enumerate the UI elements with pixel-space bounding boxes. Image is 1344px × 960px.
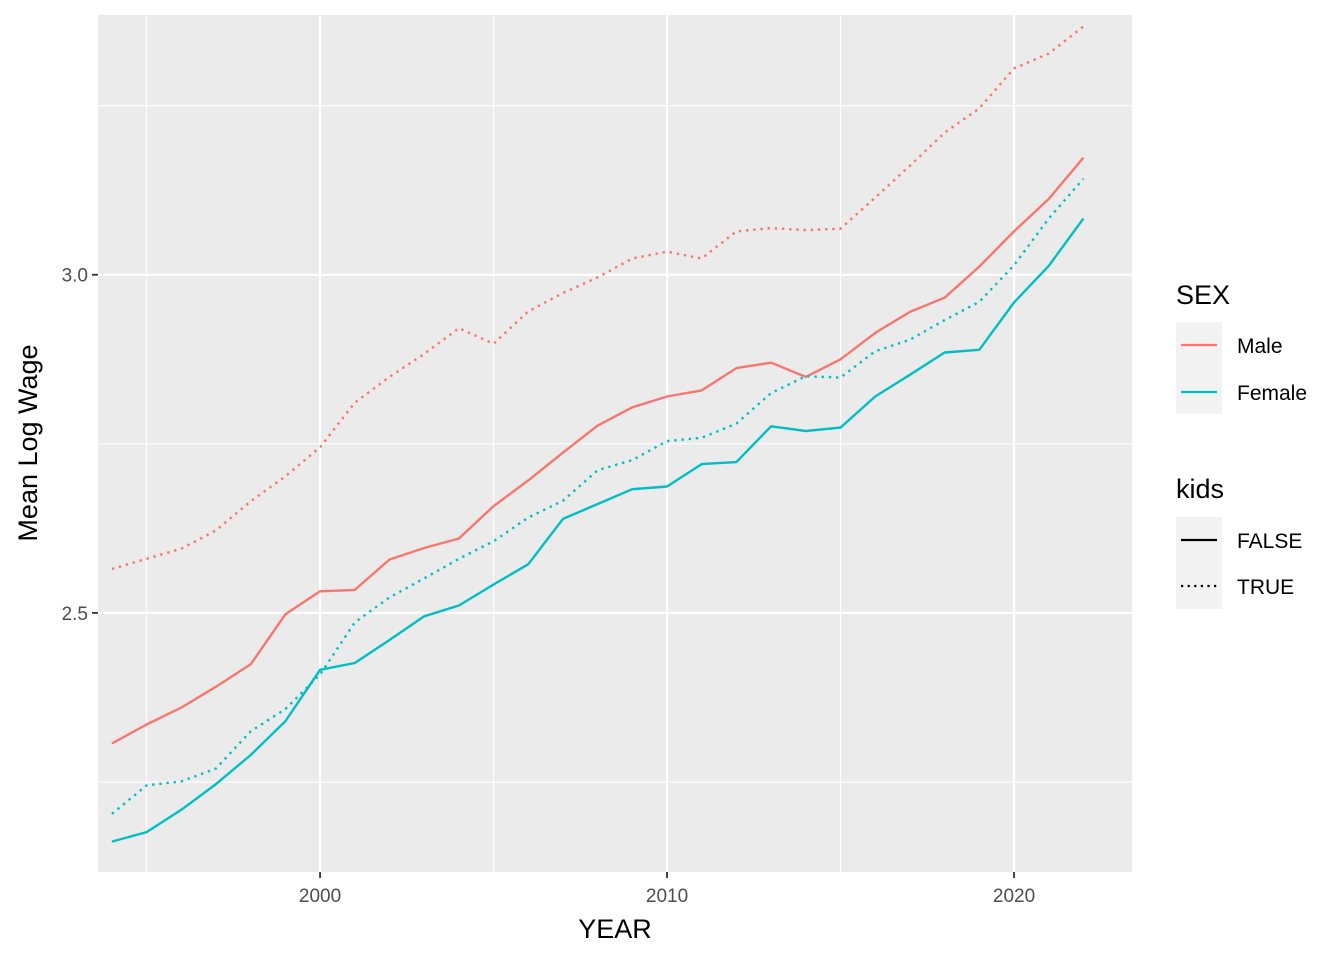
- x-tick-label: 2010: [646, 886, 688, 907]
- x-axis: 2000 2010 2020: [299, 872, 1035, 907]
- series-line-female-kids-true: [111, 177, 1085, 815]
- series-layer: [111, 25, 1085, 843]
- series-line-male-kids-true: [111, 25, 1085, 571]
- legend-sex-key-background: [1176, 322, 1222, 414]
- x-tick-label: 2020: [993, 886, 1035, 907]
- y-tick-label: 3.0: [62, 266, 88, 287]
- x-axis-title: YEAR: [578, 914, 652, 944]
- x-tick-label: 2000: [299, 886, 341, 907]
- series-line-female-kids-false: [111, 217, 1085, 843]
- legend-kids-key-background: [1176, 517, 1222, 609]
- legend-label-false: FALSE: [1237, 530, 1302, 553]
- legend-kids: kids FALSE TRUE: [1176, 474, 1302, 609]
- legend-kids-title: kids: [1176, 474, 1224, 504]
- y-axis: 2.5 3.0: [62, 266, 98, 625]
- grid-major: [98, 15, 1132, 872]
- y-axis-title: Mean Log Wage: [13, 344, 43, 541]
- legend-label-male: Male: [1237, 335, 1283, 358]
- legend-label-female: Female: [1237, 382, 1307, 405]
- grid-minor: [98, 15, 1132, 872]
- legend-label-true: TRUE: [1237, 576, 1294, 599]
- y-tick-label: 2.5: [62, 604, 88, 625]
- legend-sex-title: SEX: [1176, 280, 1230, 310]
- legend-sex: SEX Male Female: [1176, 280, 1307, 414]
- series-line-male-kids-false: [111, 156, 1085, 745]
